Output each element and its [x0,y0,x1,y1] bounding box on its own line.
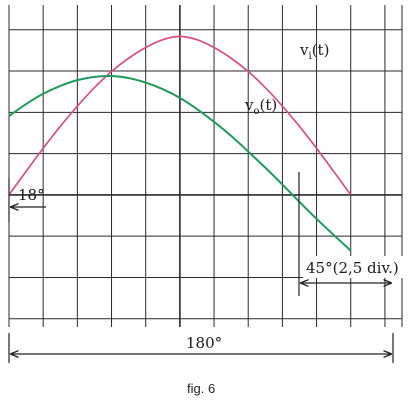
waveforms [8,35,352,252]
vo-trace [8,74,352,252]
figure-caption: fig. 6 [187,381,215,396]
vi-label: vi(t) [299,41,329,62]
vo-label: vo(t) [244,96,277,117]
quarter-annotation: 45°(2,5 div.) [298,172,403,296]
phase-shift-annotation: 18° [8,178,46,222]
half-period-label: 180° [186,334,222,352]
grid [8,5,403,327]
phase-shift-label: 18° [18,186,45,204]
half-period-label-bg [180,332,240,352]
quarter-label: 45°(2,5 div.) [306,259,399,277]
half-period-annotation: 180° [8,332,394,363]
vi-trace [8,35,352,196]
quarter-label-bg [303,256,403,278]
